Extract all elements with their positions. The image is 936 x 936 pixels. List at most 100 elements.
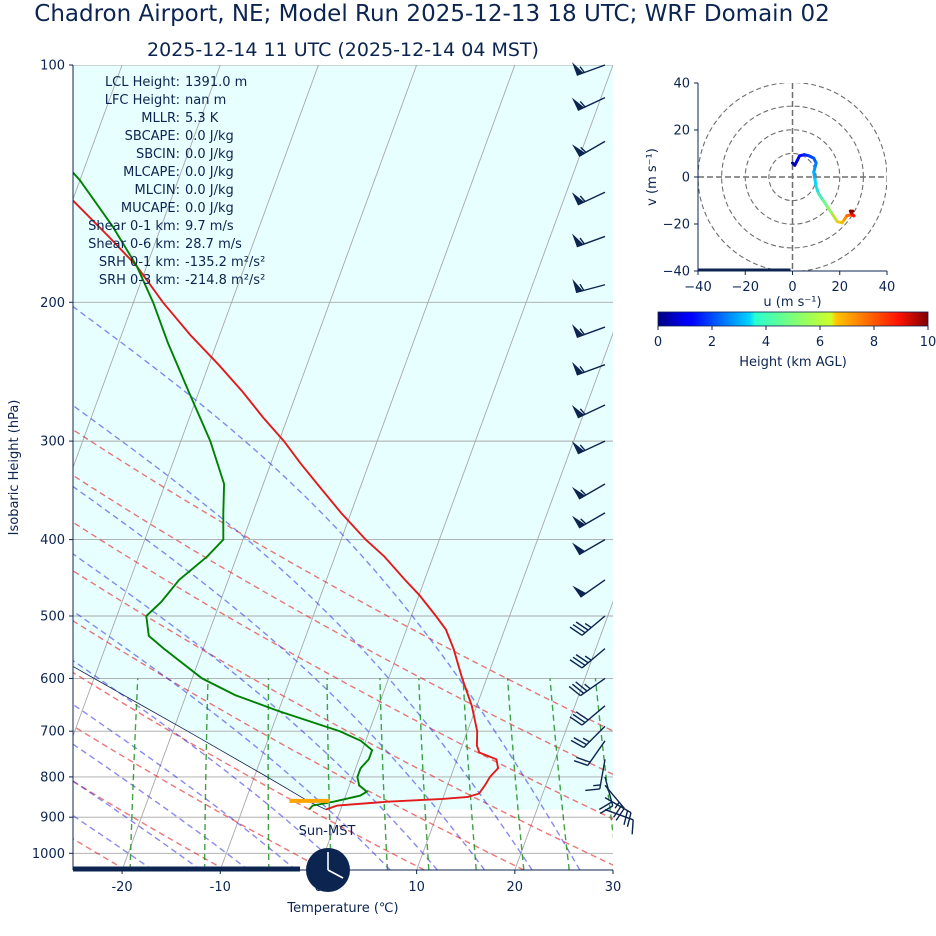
barb-half-flag bbox=[579, 408, 586, 415]
y-tick-label: 1000 bbox=[32, 847, 65, 862]
barb-shaft bbox=[576, 326, 606, 338]
wind-barb bbox=[572, 233, 606, 248]
barb-shaft bbox=[577, 191, 606, 206]
colorbar-tick-label: 10 bbox=[920, 335, 936, 350]
moist-adiabat bbox=[73, 485, 486, 870]
y-tick-label: 300 bbox=[40, 435, 65, 450]
moist-adiabat bbox=[73, 305, 581, 870]
y-tick-label: 200 bbox=[40, 296, 65, 311]
dry-adiabat bbox=[73, 521, 613, 820]
isotherm-line bbox=[73, 65, 221, 469]
wind-barb bbox=[571, 404, 606, 419]
dry-adiabat bbox=[73, 780, 226, 870]
barb-pennant bbox=[572, 542, 586, 555]
temperature-line bbox=[73, 199, 500, 811]
x-tick-label: 10 bbox=[408, 880, 425, 895]
mixing-ratio-line bbox=[267, 678, 270, 870]
mixing-ratio-line bbox=[462, 678, 477, 870]
barb-shaft bbox=[583, 725, 606, 748]
wind-barb bbox=[585, 759, 606, 792]
wind-barb bbox=[571, 440, 606, 455]
barb-pennant bbox=[572, 486, 586, 499]
hodograph-y-tick-label: −20 bbox=[663, 218, 690, 233]
barb-flag bbox=[568, 685, 581, 697]
parameter-value: 0.0 J/kg bbox=[185, 183, 234, 198]
barb-half-flag bbox=[579, 328, 585, 335]
hodograph-plot-area bbox=[698, 83, 887, 271]
wind-barb bbox=[572, 538, 606, 556]
wind-barb bbox=[604, 808, 634, 835]
barb-half-flag bbox=[579, 365, 585, 373]
barb-flag bbox=[631, 819, 634, 835]
wind-barb bbox=[572, 512, 606, 529]
y-axis-label: Isobaric Height (hPa) bbox=[7, 400, 22, 536]
y-tick-label: 400 bbox=[40, 533, 65, 548]
parameter-label: SRH 0-3 km: bbox=[99, 273, 180, 288]
mixing-ratio-line bbox=[129, 678, 139, 870]
colorbar-ticks: 0 2 4 6 8 10 bbox=[654, 326, 936, 350]
barb-flag bbox=[569, 716, 583, 726]
hodograph-y-tick-label: −40 bbox=[663, 265, 690, 280]
colorbar-tick-label: 8 bbox=[870, 335, 878, 350]
barb-flag bbox=[598, 801, 613, 811]
sounding-parameters: LCL Height: 1391.0 m LFC Height: nan m MLLR:… bbox=[88, 75, 265, 288]
barb-flag bbox=[626, 812, 632, 827]
barb-shaft bbox=[599, 759, 606, 790]
parameter-value: -135.2 m²/s² bbox=[185, 255, 265, 270]
mixing-ratio-line bbox=[506, 678, 525, 870]
y-tick-label: 800 bbox=[40, 770, 65, 785]
barb-shaft bbox=[581, 615, 606, 636]
wind-barb bbox=[571, 191, 606, 206]
x-axis-label: Temperature (℃) bbox=[286, 901, 398, 916]
x-tick-label: 30 bbox=[605, 880, 622, 895]
skewt-axes: 1002003004005006007008009001000-20-10010… bbox=[7, 59, 621, 917]
skewt-plot: 1002003004005006007008009001000-20-10010… bbox=[7, 59, 621, 917]
parameter-value: 0.0 J/kg bbox=[185, 129, 234, 144]
colorbar-tick-label: 0 bbox=[654, 335, 662, 350]
wind-barb bbox=[573, 740, 606, 767]
barb-half-flag bbox=[580, 146, 587, 153]
wind-barb bbox=[571, 96, 606, 111]
barb-shaft bbox=[576, 364, 606, 376]
barb-shaft bbox=[604, 808, 634, 821]
chart-title: Chadron Airport, NE; Model Run 2025-12-1… bbox=[34, 1, 829, 27]
barb-half-flag bbox=[579, 195, 586, 202]
isotherm-line bbox=[219, 65, 516, 870]
mixing-ratio-line bbox=[549, 678, 570, 870]
dewpoint-line bbox=[73, 171, 374, 811]
hodograph-x-tick-label: −40 bbox=[684, 280, 711, 295]
parameter-label: SRH 0-1 km: bbox=[99, 255, 180, 270]
barb-pennant bbox=[572, 278, 583, 293]
barb-flag bbox=[576, 756, 591, 763]
wind-barb bbox=[570, 725, 606, 749]
wind-barb bbox=[568, 677, 606, 697]
hodograph-axes: −40 −20 0 20 40 40 20 0 −20 −40 u (m s⁻¹) v (m s⁻¹) bbox=[645, 77, 895, 311]
parameter-value: 9.7 m/s bbox=[185, 219, 234, 234]
wind-barb bbox=[572, 278, 606, 294]
wind-barb bbox=[572, 62, 606, 76]
barb-half-flag bbox=[579, 444, 586, 451]
dry-adiabat bbox=[73, 671, 425, 870]
hodograph-x-tick-label: −20 bbox=[732, 280, 759, 295]
wind-barb bbox=[572, 361, 606, 376]
barb-flag bbox=[572, 656, 586, 666]
parameter-value: 28.7 m/s bbox=[185, 237, 242, 252]
moist-adiabat bbox=[73, 659, 344, 870]
barb-flag bbox=[575, 711, 589, 721]
colorbar-tick-label: 2 bbox=[708, 335, 716, 350]
barb-half-flag bbox=[584, 655, 592, 661]
colorbar-tick-label: 4 bbox=[762, 335, 770, 350]
barb-flag bbox=[575, 621, 589, 631]
barb-half-flag bbox=[584, 622, 592, 629]
parameter-label: SBCAPE: bbox=[125, 129, 180, 144]
mixing-ratio-line bbox=[326, 678, 332, 870]
barb-flag bbox=[612, 804, 623, 818]
y-tick-label: 900 bbox=[40, 811, 65, 826]
hodograph-x-tick-label: 20 bbox=[831, 280, 848, 295]
barb-flag bbox=[623, 810, 629, 825]
parameter-label: Shear 0-6 km: bbox=[88, 237, 180, 252]
isotherm-line bbox=[121, 65, 418, 870]
moist-adiabat bbox=[73, 743, 249, 870]
barb-flag bbox=[575, 681, 588, 692]
colorbar-tick-label: 6 bbox=[816, 335, 824, 350]
